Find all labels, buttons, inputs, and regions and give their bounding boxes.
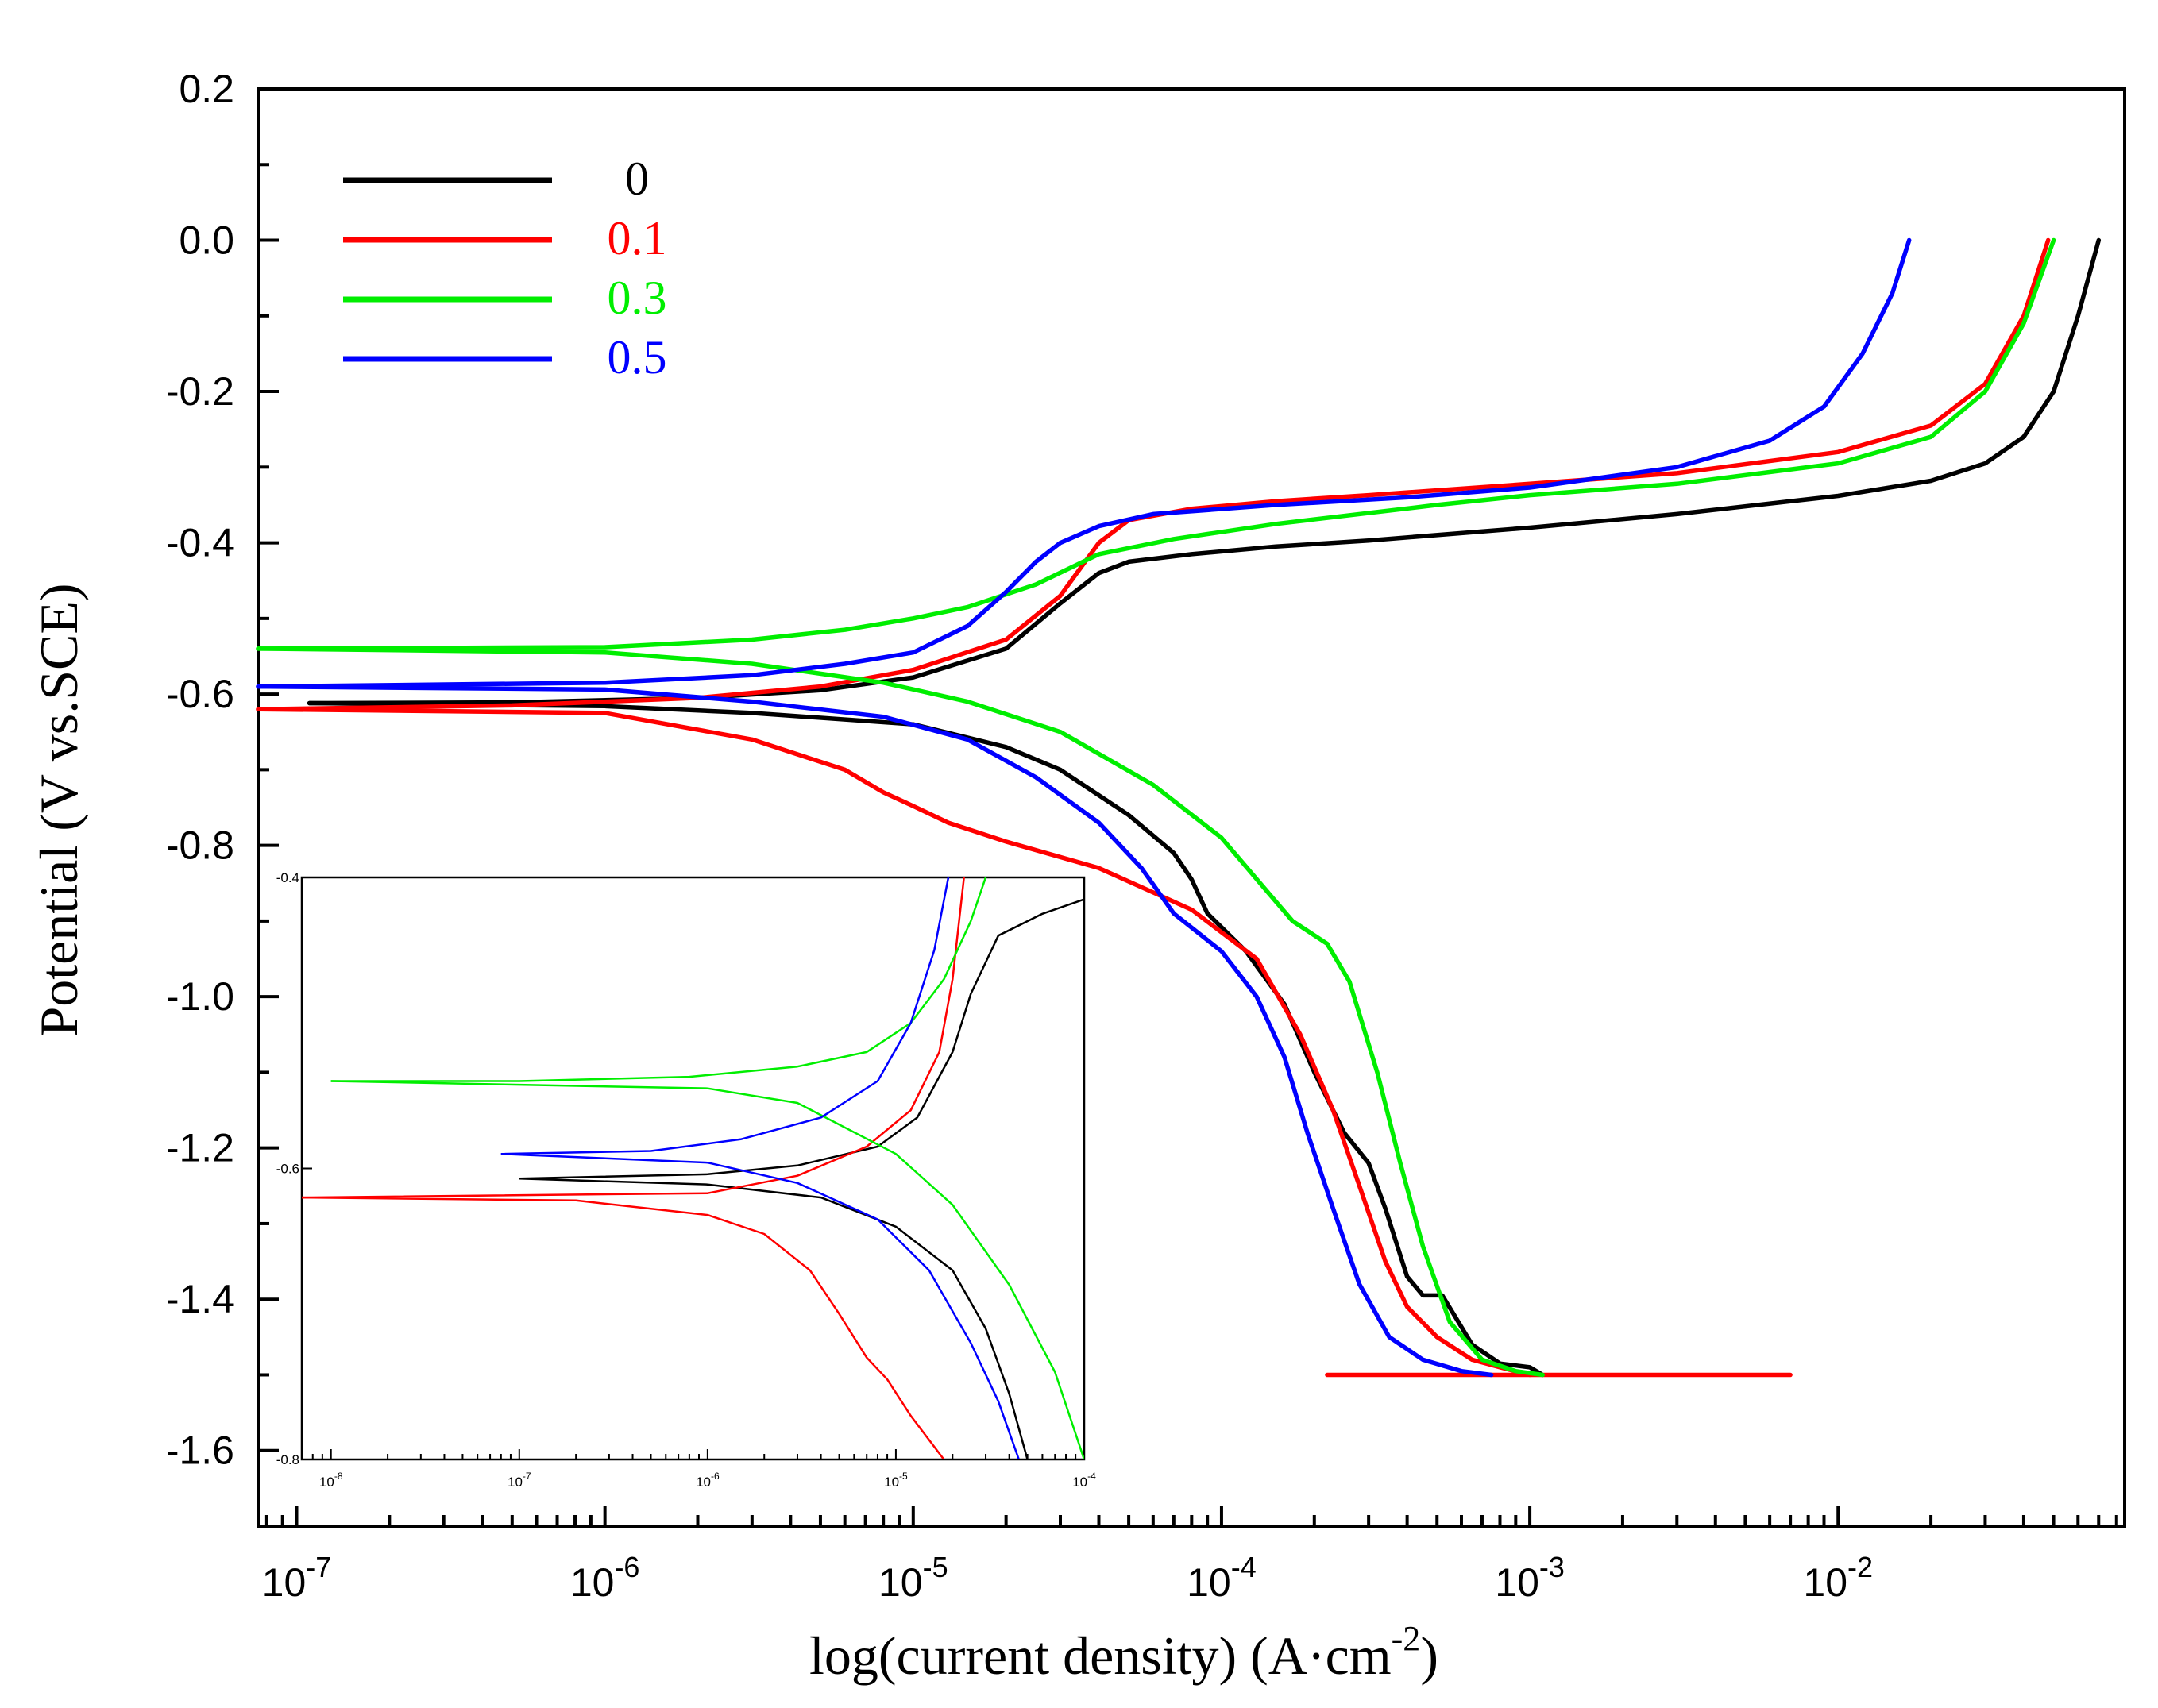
main-x-tick-label-exp: -3 [1539, 1551, 1565, 1583]
main-curves [256, 237, 2102, 1378]
main-y-tick-label: -1.6 [166, 1428, 234, 1473]
inset-series-0.5-cathodic-line [500, 1152, 1020, 1459]
main-x-tick-label: 10-5 [878, 1551, 948, 1605]
inset-x-tick-label-base: 10 [508, 1475, 523, 1490]
inset-x-tick-label: 10-4 [1072, 1471, 1096, 1490]
series-0.1-cathodic-line [256, 707, 1532, 1378]
main-x-tick-label: 10-4 [1187, 1551, 1257, 1605]
y-axis-title: Potential (V vs.SCE) [29, 583, 89, 1036]
main-x-tick-label-base: 10 [1803, 1560, 1847, 1605]
inset-series-0.1-cathodic-line [302, 1196, 945, 1459]
inset-x-tick-label: 10-6 [696, 1471, 720, 1490]
legend: 0 0.1 0.3 0.5 [343, 152, 667, 384]
main-x-tick-label-base: 10 [1187, 1560, 1231, 1605]
main-y-tick-label: -0.6 [166, 672, 234, 716]
inset-x-tick-label-exp: -5 [899, 1471, 908, 1482]
legend-label-0.5: 0.5 [608, 331, 667, 384]
main-x-tick-label-exp: -2 [1847, 1551, 1873, 1583]
series-0.3-cathodic-line [256, 646, 1545, 1378]
inset-x-tick-label-exp: -8 [334, 1471, 343, 1482]
inset-x-tick-label-exp: -4 [1087, 1471, 1096, 1482]
main-y-tick-label: -0.8 [166, 823, 234, 868]
inset-series-0-cathodic-line [519, 1178, 1029, 1459]
main-x-tick-label-exp: -5 [923, 1551, 948, 1583]
x-axis-title-superscript: -2 [1392, 1619, 1421, 1658]
x-axis-title: log(current density) (A·cm-2) [809, 1619, 1438, 1686]
x-axis-title-text: log(current density) (A·cm [809, 1625, 1392, 1686]
main-x-tick-label: 10-3 [1495, 1551, 1565, 1605]
main-x-tick-label-exp: -6 [614, 1551, 639, 1583]
legend-label-0.1: 0.1 [608, 212, 667, 264]
inset-x-tick-label: 10-7 [508, 1471, 531, 1490]
main-x-tick-label-base: 10 [1495, 1560, 1539, 1605]
inset-x-tick-label-base: 10 [696, 1475, 711, 1490]
inset-y-tick-label: -0.6 [276, 1162, 299, 1177]
main-y-tick-label: -1.0 [166, 974, 234, 1019]
inset-x-tick-label-base: 10 [1072, 1475, 1087, 1490]
inset-series-0.5-anodic-line [500, 877, 950, 1155]
inset-series-0.3-cathodic-line [330, 1080, 1084, 1459]
inset-series-0.1-anodic-line [302, 877, 965, 1199]
inset-x-tick-label-exp: -6 [711, 1471, 720, 1482]
axis-titles: log(current density) (A·cm-2) Potential … [29, 583, 1438, 1686]
series-0.5-anodic-line [256, 237, 1912, 689]
main-y-tick-label: -0.2 [166, 369, 234, 414]
main-x-tick-label-base: 10 [570, 1560, 615, 1605]
inset-x-tick-label: 10-5 [884, 1471, 908, 1490]
legend-label-0.3: 0.3 [608, 272, 667, 324]
inset-x-tick-label-exp: -7 [523, 1471, 531, 1482]
inset-series-0.3-anodic-line [330, 877, 987, 1082]
series-0.3-anodic-line [256, 237, 2056, 651]
main-y-tick-label: 0.0 [179, 218, 234, 263]
inset-plot-frame [300, 876, 1086, 1461]
inset-plot: 10-8 10-7 10-6 10-5 10-4-0.4-0.6-0.8 [276, 870, 1096, 1490]
inset-series-0-anodic-line [519, 898, 1084, 1180]
main-y-tick-label: -0.4 [166, 521, 234, 565]
inset-x-tick-label-base: 10 [319, 1475, 334, 1490]
inset-y-tick-label: -0.8 [276, 1452, 299, 1467]
legend-label-0: 0 [625, 152, 649, 205]
inset-x-tick-label-base: 10 [884, 1475, 899, 1490]
main-x-tick-label-exp: -7 [306, 1551, 331, 1583]
main-x-tick-label: 10-6 [570, 1551, 640, 1605]
x-axis-title-close: ) [1420, 1625, 1438, 1686]
inset-curves [302, 877, 1084, 1459]
main-x-tick-label: 10-7 [262, 1551, 332, 1605]
series-0.5-cathodic-line [256, 684, 1494, 1378]
main-x-tick-label-base: 10 [262, 1560, 307, 1605]
inset-y-tick-label: -0.4 [276, 870, 299, 885]
main-x-tick-label: 10-2 [1803, 1551, 1873, 1605]
inset-x-tick-label: 10-8 [319, 1471, 343, 1490]
main-x-tick-label-exp: -4 [1231, 1551, 1257, 1583]
main-x-tick-label-base: 10 [878, 1560, 923, 1605]
series-0-anodic-line [307, 237, 2102, 706]
series-0.1-anodic-line [256, 237, 2051, 711]
main-y-tick-label: 0.2 [179, 67, 234, 111]
main-y-tick-label: -1.2 [166, 1126, 234, 1170]
main-y-tick-label: -1.4 [166, 1277, 234, 1321]
